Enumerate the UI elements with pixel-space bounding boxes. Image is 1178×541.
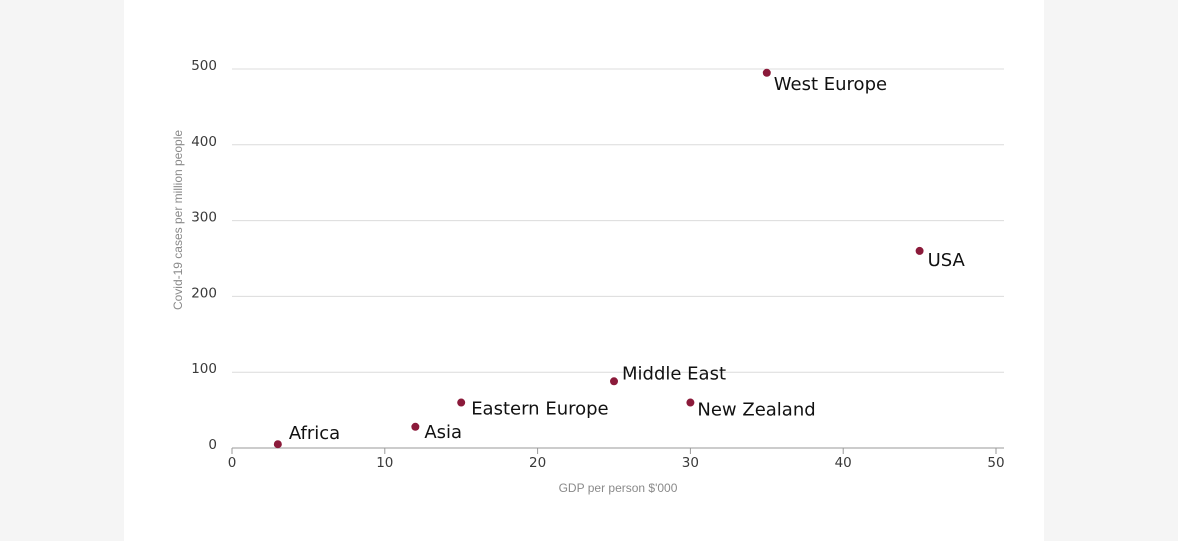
point-africa [273,440,282,449]
point-label-middle-east: Middle East [622,363,726,384]
point-label-west-europe: West Europe [774,74,887,95]
y-tick-label-100: 100 [191,361,217,377]
y-tick-label-0: 0 [208,437,217,453]
x-tick-label-0: 0 [228,455,237,471]
y-tick-label-400: 400 [191,134,217,150]
point-label-new-zealand: New Zealand [697,400,815,421]
x-axis-title: GDP per person $'000 [559,481,678,495]
point-west-europe [762,68,771,77]
x-tick-label-20: 20 [529,455,546,471]
y-tick-label-200: 200 [191,285,217,301]
y-tick-label-500: 500 [191,58,217,74]
y-tick-label-300: 300 [191,210,217,226]
point-middle-east [610,377,618,386]
x-tick-label-50: 50 [987,455,1004,471]
point-asia [411,422,420,431]
x-tick-label-30: 30 [682,455,699,471]
point-label-africa: Africa [289,423,340,444]
point-new-zealand [686,398,695,407]
axes [231,447,1004,454]
point-label-usa: USA [928,250,966,271]
gridlines [232,68,1004,373]
point-usa [915,246,924,255]
point-label-asia: Asia [424,422,462,443]
y-tick-labels: 0 100 200 300 400 500 [191,58,217,453]
point-eastern-europe [457,398,466,407]
point-label-eastern-europe: Eastern Europe [471,399,608,420]
x-tick-label-10: 10 [376,455,393,471]
point-labels: Africa Asia Eastern Europe Middle East New Z… [289,74,966,444]
x-tick-label-40: 40 [835,455,852,471]
y-axis-title: Covid-19 cases per million people [171,130,185,310]
data-points [273,68,924,449]
x-tick-labels: 0 10 20 30 40 50 [228,455,1005,471]
chart-card [124,0,1044,541]
